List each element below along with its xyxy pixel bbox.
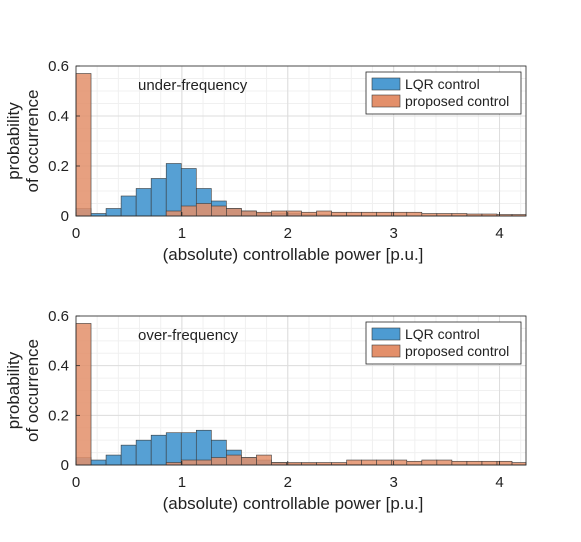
bar bbox=[286, 210, 302, 217]
bar bbox=[135, 188, 152, 217]
x-tick-label: 4 bbox=[495, 474, 503, 491]
bar bbox=[346, 459, 362, 466]
x-tick-label: 4 bbox=[495, 225, 503, 242]
x-tick-label: 0 bbox=[72, 474, 80, 491]
y-tick-label: 0.6 bbox=[48, 308, 69, 325]
bar bbox=[256, 211, 272, 217]
x-tick-label: 1 bbox=[178, 474, 186, 491]
bar bbox=[331, 211, 347, 217]
bar bbox=[180, 205, 197, 217]
bar bbox=[195, 459, 212, 466]
bar bbox=[226, 208, 242, 217]
bar bbox=[481, 460, 498, 466]
bar bbox=[165, 163, 182, 217]
bar bbox=[376, 211, 393, 217]
legend-entry-label: proposed control bbox=[405, 343, 509, 359]
bar bbox=[241, 210, 257, 217]
x-tick-label: 3 bbox=[389, 225, 397, 242]
y-tick-label: 0 bbox=[61, 457, 69, 474]
bar bbox=[211, 457, 227, 466]
y-tick-label: 0.4 bbox=[48, 358, 69, 375]
bar bbox=[226, 454, 242, 466]
bar bbox=[150, 434, 167, 466]
bar bbox=[105, 208, 122, 217]
legend-swatch bbox=[371, 344, 401, 358]
bar bbox=[120, 195, 137, 217]
x-tick-label: 2 bbox=[284, 225, 292, 242]
bar bbox=[346, 211, 362, 217]
bar bbox=[180, 459, 197, 466]
bar bbox=[376, 459, 393, 466]
x-tick-label: 0 bbox=[72, 225, 80, 242]
y-tick-label: 0.2 bbox=[48, 407, 69, 424]
bar bbox=[75, 73, 92, 217]
series-proposed bbox=[75, 323, 527, 466]
y-axis-label-line-2: of occurrence bbox=[23, 339, 42, 442]
y-tick-label: 0.6 bbox=[48, 58, 69, 75]
legend-swatch bbox=[371, 94, 401, 108]
legend-swatch bbox=[371, 77, 401, 91]
bar bbox=[256, 454, 272, 466]
bar bbox=[241, 457, 257, 466]
x-tick-label: 3 bbox=[389, 474, 397, 491]
bar bbox=[165, 432, 182, 466]
bar bbox=[150, 178, 167, 217]
chart-panel-bottom: 0 1 2 3 4 0 0.2 0.4 0.6 (absolute) controllable p… bbox=[4, 308, 527, 513]
bar bbox=[105, 454, 122, 466]
bar bbox=[211, 205, 227, 217]
bar bbox=[406, 460, 423, 466]
legend-entry-label: proposed control bbox=[405, 93, 509, 109]
bar bbox=[316, 210, 332, 217]
legend-entry-label: LQR control bbox=[405, 76, 480, 92]
y-axis-label-line-1: probability bbox=[4, 351, 23, 429]
y-axis-label-line-1: probability bbox=[4, 102, 23, 180]
axes-box bbox=[75, 65, 527, 217]
x-axis-label: (absolute) controllable power [p.u.] bbox=[163, 245, 424, 264]
bar bbox=[361, 211, 378, 217]
axes-box bbox=[75, 315, 527, 466]
y-tick-label: 0.2 bbox=[48, 158, 69, 175]
panel-annotation: under-frequency bbox=[138, 77, 248, 94]
bar bbox=[90, 459, 107, 466]
bar bbox=[406, 211, 423, 217]
x-tick-label: 1 bbox=[178, 225, 186, 242]
bar bbox=[466, 460, 483, 466]
bar bbox=[436, 459, 453, 466]
bar bbox=[165, 210, 182, 217]
legend-swatch bbox=[371, 327, 401, 341]
series-proposed bbox=[75, 73, 527, 217]
legend-entry-label: LQR control bbox=[405, 326, 480, 342]
bar bbox=[361, 459, 378, 466]
y-tick-label: 0 bbox=[61, 208, 69, 225]
panel-annotation: over-frequency bbox=[138, 327, 239, 344]
bar bbox=[421, 459, 438, 466]
y-axis-label-line-2: of occurrence bbox=[23, 90, 42, 193]
x-tick-label: 2 bbox=[284, 474, 292, 491]
bar bbox=[451, 460, 468, 466]
chart-panel-top: 0 1 2 3 4 0 0.2 0.4 0.6 (absolute) controllable p… bbox=[4, 58, 527, 264]
x-axis-label: (absolute) controllable power [p.u.] bbox=[163, 494, 424, 513]
bar bbox=[135, 439, 152, 466]
bar bbox=[120, 444, 137, 466]
y-tick-label: 0.4 bbox=[48, 108, 69, 125]
bar bbox=[301, 211, 317, 217]
bar bbox=[195, 203, 212, 217]
bar bbox=[75, 323, 92, 466]
bar bbox=[271, 210, 287, 217]
